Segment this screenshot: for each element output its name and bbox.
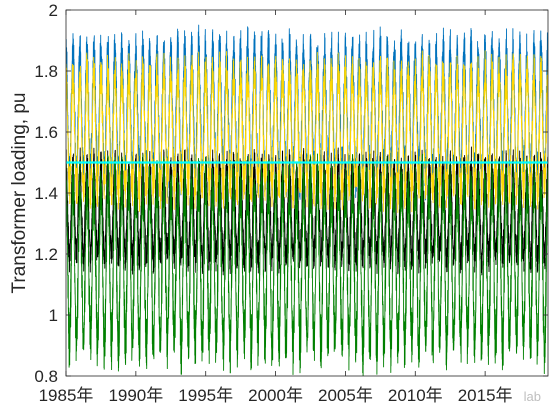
y-axis-title: Transformer loading, pu <box>9 92 30 293</box>
y-tick-label: 1.2 <box>34 245 58 264</box>
ticks-layer: 1985年 1990年 1995年 2000年 2005年 2010年 2015年 0.8 1 1… <box>34 1 548 405</box>
y-tick-label: 1.6 <box>34 123 58 142</box>
y-tick-label: 2 <box>49 1 58 20</box>
x-tick-label: 2005年 <box>318 386 373 405</box>
y-tick-label: 1 <box>49 306 58 325</box>
x-tick-label: 1985年 <box>39 386 94 405</box>
series-line-3 <box>66 153 548 376</box>
watermark: lab <box>524 389 541 404</box>
x-tick-label: 2010年 <box>388 386 443 405</box>
x-tick-label: 1995年 <box>178 386 233 405</box>
x-tick-label: 2015年 <box>458 386 513 405</box>
series-line-2 <box>66 146 548 276</box>
series-line-1 <box>66 50 548 213</box>
x-tick-label: 1990年 <box>108 386 163 405</box>
x-tick-label: 2000年 <box>248 386 303 405</box>
y-tick-label: 1.4 <box>34 184 58 203</box>
y-tick-label: 0.8 <box>34 367 58 386</box>
y-tick-label: 1.8 <box>34 62 58 81</box>
